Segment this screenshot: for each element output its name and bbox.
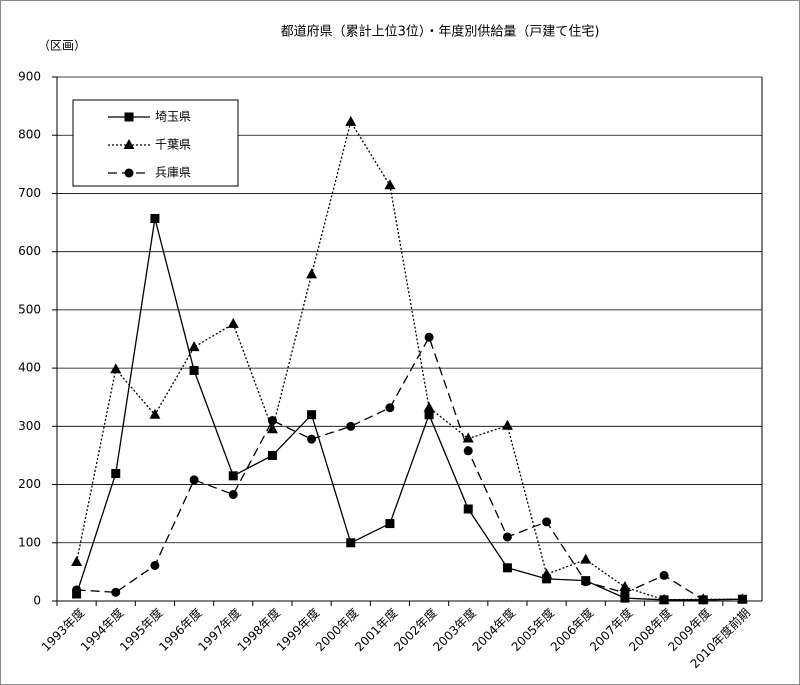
legend-label: 埼玉県: [155, 110, 191, 124]
marker: [228, 471, 238, 481]
marker: [188, 341, 200, 352]
y-tick-label: 100: [18, 535, 41, 549]
marker: [502, 532, 512, 542]
marker: [463, 504, 473, 514]
y-axis-label: （区画）: [38, 39, 86, 53]
marker: [542, 517, 552, 527]
marker: [659, 570, 669, 580]
y-tick-label: 600: [18, 244, 41, 258]
marker: [124, 112, 134, 122]
legend-label: 千葉県: [155, 138, 191, 152]
marker: [307, 434, 317, 444]
series-line: [75, 218, 743, 601]
marker: [698, 595, 708, 605]
marker: [189, 475, 199, 485]
marker: [124, 168, 134, 178]
marker: [345, 115, 357, 126]
marker: [501, 419, 513, 430]
marker: [306, 268, 318, 279]
y-tick-label: 400: [18, 361, 41, 375]
marker: [580, 553, 592, 564]
marker: [189, 365, 199, 375]
marker: [619, 581, 631, 592]
marker: [72, 585, 82, 595]
marker: [111, 468, 121, 478]
marker: [423, 401, 435, 412]
y-tick-label: 500: [18, 302, 41, 316]
marker: [346, 538, 356, 548]
marker: [542, 574, 552, 584]
marker: [462, 432, 474, 443]
y-tick-label: 300: [18, 419, 41, 433]
marker: [111, 587, 121, 597]
marker: [620, 593, 630, 603]
marker: [620, 588, 630, 598]
y-tick-label: 200: [18, 477, 41, 491]
marker: [150, 213, 160, 223]
y-tick-label: 900: [18, 70, 41, 84]
marker: [384, 179, 396, 190]
marker: [385, 519, 395, 529]
marker: [266, 423, 278, 434]
marker: [385, 403, 395, 413]
marker: [123, 139, 135, 149]
marker: [581, 577, 591, 587]
marker: [463, 446, 473, 456]
marker: [71, 555, 83, 566]
marker: [541, 568, 553, 579]
legend-box: [72, 99, 239, 187]
marker: [227, 317, 239, 328]
chart-title: 都道府県（累計上位3位）・年度別供給量（戸建て住宅): [281, 24, 600, 40]
marker: [267, 416, 277, 426]
y-tick-label: 700: [18, 186, 41, 200]
legend-label: 兵庫県: [155, 166, 191, 180]
marker: [737, 594, 747, 604]
marker: [502, 563, 512, 573]
marker: [150, 560, 160, 570]
marker: [307, 410, 317, 420]
marker: [149, 408, 161, 419]
marker: [346, 421, 356, 431]
y-tick-label: 0: [33, 594, 41, 608]
series-line: [75, 120, 743, 601]
plot: [71, 115, 748, 605]
marker: [110, 363, 122, 374]
marker: [228, 489, 238, 499]
marker: [267, 450, 277, 460]
marker: [424, 410, 434, 420]
marker: [658, 593, 670, 604]
marker: [424, 332, 434, 342]
y-tick-label: 800: [18, 128, 41, 142]
